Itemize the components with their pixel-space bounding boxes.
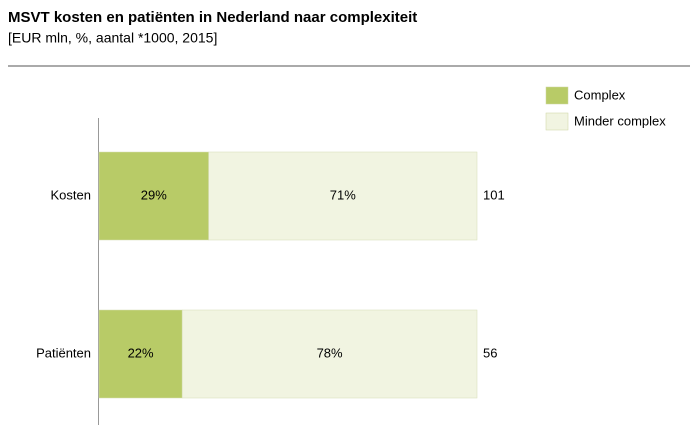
bar-segment — [98, 151, 209, 241]
bar-segment — [181, 309, 478, 399]
total-label: 101 — [483, 187, 505, 202]
legend-label: Complex — [574, 87, 626, 102]
legend-swatch — [545, 112, 569, 131]
chart-title: MSVT kosten en patiënten in Nederland na… — [8, 9, 417, 26]
total-label: 56 — [483, 345, 497, 360]
value-label: 22% — [128, 345, 154, 360]
chart-subtitle: [EUR mln, %, aantal *1000, 2015] — [8, 30, 217, 46]
bar-segment — [98, 309, 183, 399]
legend-label: Minder complex — [574, 113, 666, 128]
bar-segment — [208, 151, 478, 241]
legend-swatch — [545, 86, 569, 105]
value-label: 78% — [317, 345, 343, 360]
value-label: 29% — [141, 187, 167, 202]
value-label: 71% — [330, 187, 356, 202]
category-label: Kosten — [51, 187, 91, 202]
category-label: Patiënten — [36, 345, 91, 360]
